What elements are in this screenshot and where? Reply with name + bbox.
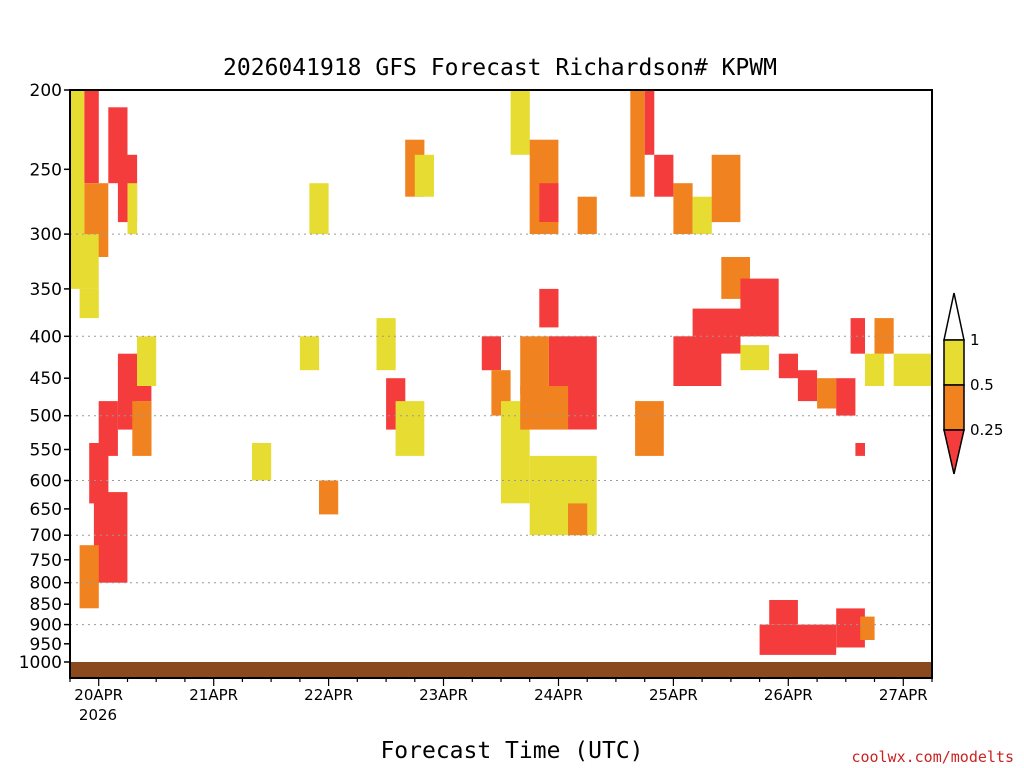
heatmap-cell: [84, 90, 99, 184]
heatmap-cell: [865, 353, 885, 386]
y-tick-label: 300: [30, 225, 62, 245]
legend-arrow-bottom: [943, 429, 965, 475]
legend-label-0-5: 0.5: [970, 376, 994, 394]
heatmap-cell: [252, 443, 272, 481]
heatmap-cell: [692, 196, 712, 235]
y-tick-label: 250: [30, 160, 62, 180]
heatmap-cell: [79, 545, 99, 609]
heatmap-cell: [711, 154, 741, 223]
heatmap-cell: [673, 183, 693, 235]
x-tick-label: 23APR: [419, 686, 468, 704]
x-tick-label: 22APR: [304, 686, 353, 704]
heatmap-cell: [376, 318, 396, 371]
heatmap-cell: [673, 336, 722, 386]
legend-bin-high: [943, 339, 965, 386]
y-tick-label: 400: [30, 327, 62, 347]
y-tick-label: 950: [30, 635, 62, 655]
heatmap-cell: [644, 90, 655, 155]
heatmap-cell: [817, 378, 837, 409]
heatmap-cell: [539, 183, 559, 222]
heatmap-cell: [635, 401, 664, 456]
y-tick-label: 700: [30, 526, 62, 546]
heatmap-cell: [414, 154, 434, 197]
heatmap-cell: [630, 90, 645, 197]
y-axis: 200 250 300 350 400 450 500 550 600 650 700 750 8008…: [19, 81, 70, 673]
ground-band: [70, 662, 932, 678]
heatmap-cell: [127, 183, 138, 235]
y-tick-label: 600: [30, 472, 62, 492]
heatmap-cell: [79, 288, 99, 319]
x-tick-label: 21APR: [189, 686, 238, 704]
heatmap-cell: [93, 492, 128, 583]
y-tick-label: 800: [30, 574, 62, 594]
heatmap-cell: [70, 234, 99, 289]
legend-arrow-top: [943, 292, 965, 341]
y-tick-label: 900: [30, 616, 62, 636]
heatmap-cell: [89, 443, 109, 504]
chart-title: 2026041918 GFS Forecast Richardson# KPWM: [223, 55, 777, 81]
heatmap-cell: [299, 336, 320, 371]
x-axis-title: Forecast Time (UTC): [380, 738, 643, 764]
heatmap-cell: [797, 370, 818, 402]
y-tick-label: 350: [30, 280, 62, 300]
heatmap-cell: [855, 443, 865, 456]
x-tick-label: 26APR: [764, 686, 813, 704]
heatmap-cell: [740, 278, 779, 337]
heatmap-cell: [577, 196, 597, 235]
heatmap-cell: [539, 288, 559, 328]
y-tick-label: 850: [30, 595, 62, 615]
heatmap-cell: [481, 336, 501, 371]
heatmap-cell: [778, 353, 798, 379]
heatmap-cell: [654, 154, 674, 197]
heatmap-cell: [740, 345, 770, 371]
heatmap-cell: [836, 608, 865, 648]
legend-label-1: 1: [970, 331, 980, 349]
y-tick-label: 650: [30, 500, 62, 520]
heatmap-cell: [98, 401, 118, 456]
heatmap-cell: [568, 503, 588, 536]
x-tick-label: 27APR: [879, 686, 928, 704]
credit-text: coolwx.com/modelts: [851, 748, 1014, 766]
y-tick-label: 750: [30, 551, 62, 571]
heatmap-cell: [893, 353, 932, 386]
x-tick-label: 25APR: [649, 686, 698, 704]
heatmap-cell: [319, 480, 339, 515]
y-tick-label: 200: [30, 81, 62, 101]
legend-label-0-25: 0.25: [970, 421, 1003, 439]
heatmap-cell: [395, 401, 425, 456]
heatmap-cell: [520, 386, 569, 430]
heatmap-cell: [769, 600, 798, 625]
heatmap-cell: [510, 90, 530, 155]
legend-bin-mid: [943, 384, 965, 431]
legend: 1 0.5 0.25: [943, 292, 1003, 475]
heatmap-cell: [137, 336, 157, 386]
x-tick-label: 20APR: [74, 686, 123, 704]
y-tick-label: 550: [30, 441, 62, 461]
heatmap-cell: [70, 90, 85, 235]
heatmap-cell: [132, 401, 152, 456]
heatmap-cell: [836, 378, 856, 416]
y-tick-label: 450: [30, 369, 62, 389]
y-tick-label: 500: [30, 407, 62, 427]
heatmap-cell: [309, 183, 329, 235]
heatmap-cell: [759, 624, 837, 655]
x-sublabel: 2026: [79, 706, 117, 724]
heatmap-cell: [874, 318, 894, 354]
y-tick-label: 1000: [19, 653, 62, 673]
x-tick-label: 24APR: [534, 686, 583, 704]
heatmap-cells: [70, 90, 932, 655]
heatmap-cell: [520, 336, 549, 394]
x-axis: 20APR 21APR 22APR 23APR 24APR 25APR 26APR 27APR: [69, 678, 933, 704]
heatmap-cell: [860, 616, 875, 640]
